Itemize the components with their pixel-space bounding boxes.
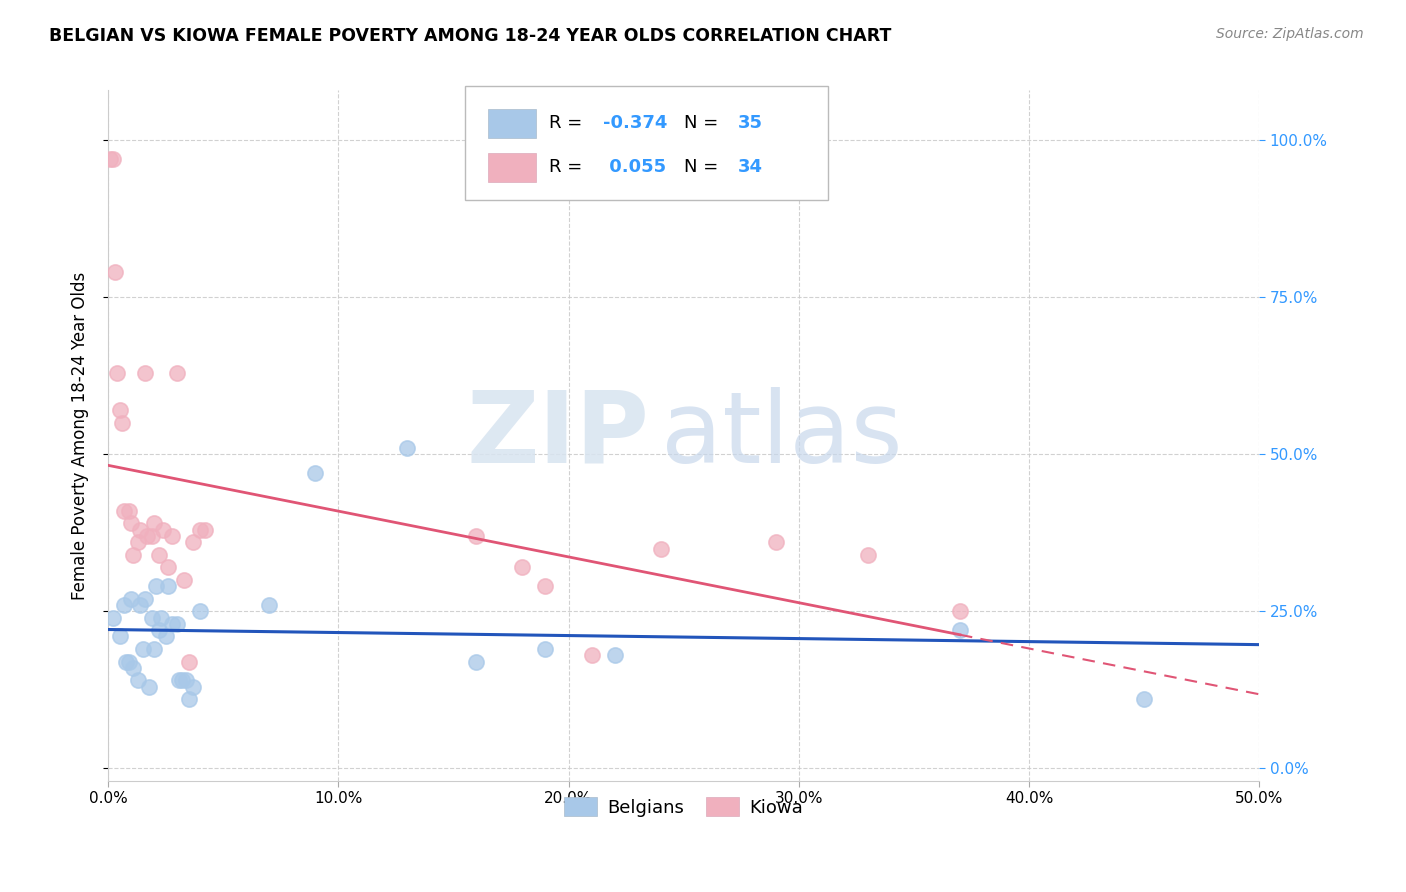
- Point: [112, 598, 135, 612]
- Point: [118, 504, 141, 518]
- Point: [141, 610, 163, 624]
- Point: [101, 152, 124, 166]
- Point: [177, 692, 200, 706]
- Point: [101, 610, 124, 624]
- Point: [166, 366, 188, 380]
- Point: [304, 466, 326, 480]
- Point: [188, 604, 211, 618]
- Point: [136, 529, 159, 543]
- Point: [1133, 692, 1156, 706]
- Point: [122, 548, 145, 562]
- Point: [534, 642, 557, 657]
- Point: [177, 655, 200, 669]
- Point: [170, 673, 193, 688]
- Text: N =: N =: [683, 114, 724, 132]
- Point: [141, 529, 163, 543]
- Point: [148, 548, 170, 562]
- Point: [143, 516, 166, 531]
- Point: [115, 655, 138, 669]
- Text: 34: 34: [738, 158, 763, 177]
- Point: [120, 516, 142, 531]
- Point: [120, 591, 142, 606]
- Point: [112, 504, 135, 518]
- Point: [105, 366, 128, 380]
- Point: [465, 655, 488, 669]
- Text: BELGIAN VS KIOWA FEMALE POVERTY AMONG 18-24 YEAR OLDS CORRELATION CHART: BELGIAN VS KIOWA FEMALE POVERTY AMONG 18…: [49, 27, 891, 45]
- Point: [98, 152, 121, 166]
- Point: [949, 623, 972, 637]
- Text: -0.374: -0.374: [603, 114, 668, 132]
- Point: [169, 673, 191, 688]
- Point: [129, 523, 152, 537]
- Point: [143, 642, 166, 657]
- Point: [194, 523, 217, 537]
- Point: [152, 523, 174, 537]
- Point: [104, 265, 127, 279]
- Point: [581, 648, 603, 663]
- Bar: [488, 109, 536, 138]
- Point: [131, 642, 153, 657]
- Text: R =: R =: [548, 158, 588, 177]
- Point: [162, 529, 184, 543]
- Legend: Belgians, Kiowa: Belgians, Kiowa: [557, 790, 810, 824]
- Text: 0.055: 0.055: [603, 158, 666, 177]
- Point: [856, 548, 879, 562]
- Point: [148, 623, 170, 637]
- Bar: [488, 153, 536, 183]
- Point: [174, 673, 197, 688]
- Point: [155, 630, 177, 644]
- Point: [118, 655, 141, 669]
- Point: [134, 366, 156, 380]
- Text: ZIP: ZIP: [467, 387, 650, 483]
- FancyBboxPatch shape: [465, 87, 828, 201]
- Text: N =: N =: [683, 158, 724, 177]
- Point: [603, 648, 626, 663]
- Point: [166, 616, 188, 631]
- Text: R =: R =: [548, 114, 588, 132]
- Point: [188, 523, 211, 537]
- Point: [127, 673, 149, 688]
- Point: [650, 541, 672, 556]
- Text: 35: 35: [738, 114, 763, 132]
- Point: [145, 579, 167, 593]
- Point: [138, 680, 160, 694]
- Point: [765, 535, 787, 549]
- Point: [465, 529, 488, 543]
- Point: [129, 598, 152, 612]
- Text: Source: ZipAtlas.com: Source: ZipAtlas.com: [1216, 27, 1364, 41]
- Point: [181, 535, 204, 549]
- Text: atlas: atlas: [661, 387, 903, 483]
- Point: [156, 579, 179, 593]
- Point: [534, 579, 557, 593]
- Point: [181, 680, 204, 694]
- Point: [156, 560, 179, 574]
- Point: [127, 535, 149, 549]
- Point: [122, 661, 145, 675]
- Point: [111, 416, 134, 430]
- Point: [162, 616, 184, 631]
- Point: [108, 630, 131, 644]
- Point: [949, 604, 972, 618]
- Point: [134, 591, 156, 606]
- Y-axis label: Female Poverty Among 18-24 Year Olds: Female Poverty Among 18-24 Year Olds: [72, 271, 89, 599]
- Point: [257, 598, 280, 612]
- Point: [396, 441, 419, 455]
- Point: [173, 573, 195, 587]
- Point: [108, 403, 131, 417]
- Point: [149, 610, 172, 624]
- Point: [512, 560, 534, 574]
